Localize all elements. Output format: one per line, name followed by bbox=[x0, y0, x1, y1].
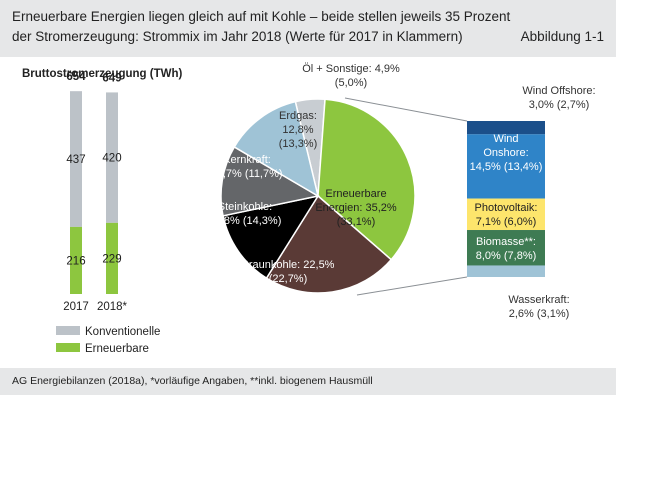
legend-swatch-konventionelle bbox=[56, 326, 80, 335]
label-kernkraft-line1: Kernkraft: bbox=[223, 154, 271, 166]
bar-konventionelle-1 bbox=[106, 92, 118, 223]
label-pv-line1: Photovoltaik: bbox=[475, 202, 538, 214]
stack-segment-biomasse bbox=[467, 230, 545, 266]
bar-erneuerbare-1 bbox=[106, 222, 118, 294]
connector-line-bottom bbox=[356, 276, 468, 296]
bar-erneuerbare-0 bbox=[70, 226, 82, 294]
label-onshore-line3: 14,5% (13,4%) bbox=[470, 161, 543, 173]
label-oel-line1: Öl + Sonstige: 4,9% bbox=[302, 63, 400, 75]
pie-slice-kernkraft bbox=[220, 145, 321, 217]
chart-area: Bruttostromerzeugung (TWh) 437 216 654 2017… bbox=[0, 57, 616, 367]
value-label-erneuerbare-1: 229 bbox=[102, 253, 121, 265]
label-steinkohle-line1: Steinkohle: bbox=[218, 201, 272, 213]
label-offshore-line2: 3,0% (2,7%) bbox=[529, 99, 590, 111]
value-label-konventionelle-1: 420 bbox=[102, 153, 121, 165]
value-label-konventionelle-0: 437 bbox=[66, 154, 85, 166]
bar-chart-title: Bruttostromerzeugung (TWh) bbox=[22, 68, 183, 80]
category-label-0: 2017 bbox=[63, 301, 89, 313]
total-label-1: 649 bbox=[102, 72, 121, 84]
label-oel-line2: (5,0%) bbox=[335, 77, 367, 89]
label-erdgas-line1: Erdgas: bbox=[279, 110, 317, 122]
stack-segment-wind-offshore bbox=[467, 121, 545, 135]
title-line-1: Erneuerbare Energien liegen gleich auf m… bbox=[12, 9, 511, 24]
legend-label-konventionelle: Konventionelle bbox=[85, 326, 160, 338]
title-line-2: der Stromerzeugung: Strommix im Jahr 201… bbox=[12, 29, 463, 44]
source-box: AG Energiebilanzen (2018a), *vorläufige … bbox=[0, 368, 616, 395]
label-erdgas-line2: 12,8% bbox=[282, 124, 313, 136]
value-label-erneuerbare-0: 216 bbox=[66, 255, 85, 267]
pie-slice-erneuerbare bbox=[317, 98, 416, 261]
label-pv-line2: 7,1% (6,0%) bbox=[476, 216, 537, 228]
label-braunkohle-line1: Braunkohle: 22,5% bbox=[242, 259, 335, 271]
pie-slice-steinkohle bbox=[222, 194, 320, 280]
label-wasserkraft-line1: Wasserkraft: bbox=[508, 294, 569, 306]
label-offshore-line1: Wind Offshore: bbox=[522, 85, 595, 97]
label-erneuerbare-line2: Energien: 35,2% bbox=[315, 202, 397, 214]
label-erneuerbare-line3: (33,1%) bbox=[337, 216, 376, 228]
pie-group bbox=[220, 98, 416, 294]
label-erdgas-line3: (13,3%) bbox=[279, 138, 318, 150]
category-label-1: 2018* bbox=[97, 301, 128, 313]
label-braunkohle-line2: (22,7%) bbox=[269, 273, 308, 285]
figure-label: Abbildung 1-1 bbox=[520, 29, 604, 44]
renewables-stack bbox=[467, 121, 545, 277]
connector-line-top bbox=[344, 97, 468, 122]
legend-swatch-erneuerbare bbox=[56, 343, 80, 352]
stack-segment-wind-onshore bbox=[467, 134, 545, 199]
label-biomasse-line2: 8,0% (7,8%) bbox=[476, 250, 537, 262]
title-box: Erneuerbare Energien liegen gleich auf m… bbox=[0, 0, 616, 57]
total-label-0: 654 bbox=[66, 71, 86, 83]
legend-label-erneuerbare: Erneuerbare bbox=[85, 343, 149, 355]
stack-segment-wasserkraft bbox=[467, 265, 545, 277]
label-erneuerbare-line1: Erneuerbare bbox=[325, 188, 386, 200]
label-kernkraft-line2: 11,7% (11,7%) bbox=[211, 168, 282, 180]
label-onshore-line2: Onshore: bbox=[483, 147, 528, 159]
pie-slice-erdgas bbox=[233, 100, 320, 198]
bar-group: 437 216 654 2017 420 229 649 2018* bbox=[63, 71, 127, 313]
label-steinkohle-line2: 12,8% (14,3%) bbox=[209, 215, 282, 227]
chart-svg: Bruttostromerzeugung (TWh) 437 216 654 2017… bbox=[22, 63, 596, 355]
stack-segment-photovoltaik bbox=[467, 198, 545, 231]
source-note: AG Energiebilanzen (2018a), *vorläufige … bbox=[12, 375, 373, 387]
label-biomasse-line1: Biomasse**: bbox=[476, 236, 536, 248]
bar-konventionelle-0 bbox=[70, 91, 82, 227]
label-onshore-line1: Wind bbox=[493, 133, 518, 145]
pie-slice-braunkohle bbox=[265, 194, 393, 294]
label-wasserkraft-line2: 2,6% (3,1%) bbox=[509, 308, 570, 320]
